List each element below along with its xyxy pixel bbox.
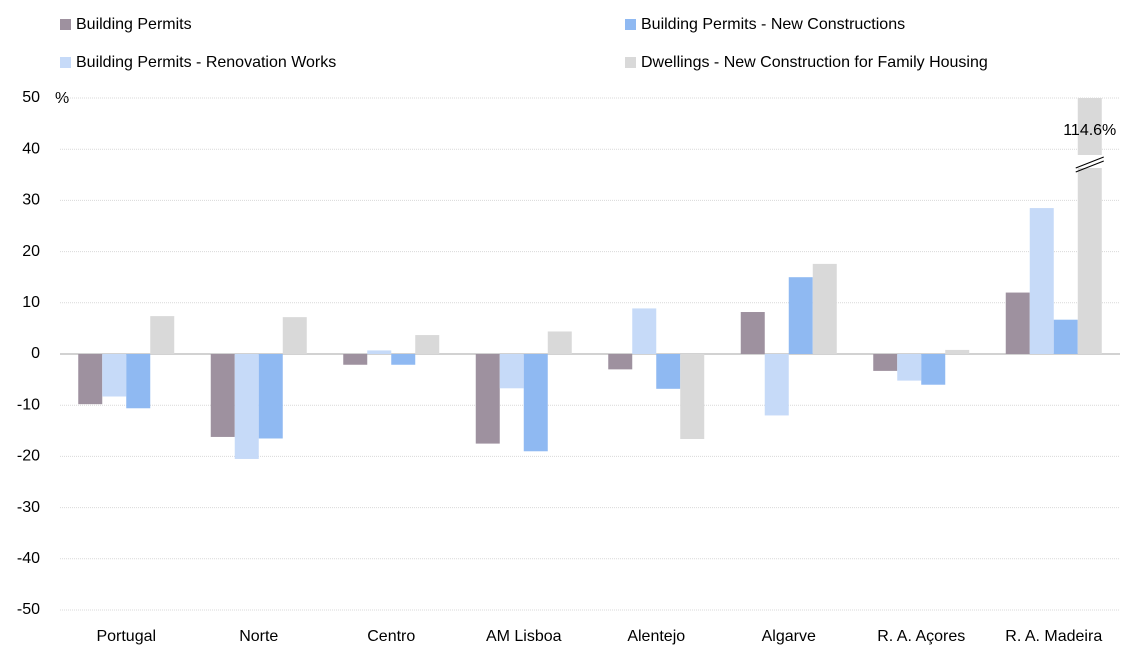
bar: [1077, 98, 1102, 355]
y-axis-unit: %: [55, 90, 69, 107]
bar: [788, 277, 813, 354]
y-tick-label: 0: [31, 345, 40, 362]
bar: [1005, 292, 1030, 354]
bar: [897, 354, 922, 381]
y-tick-label: 30: [22, 192, 40, 209]
axis-break: [1075, 160, 1104, 173]
bar: [921, 354, 946, 385]
y-tick-label: -50: [17, 601, 40, 618]
bar: [343, 354, 368, 365]
legend-label: Building Permits - New Constructions: [641, 16, 905, 33]
axis-break: [1075, 156, 1104, 169]
bar: [415, 335, 440, 354]
y-tick-label: 20: [22, 243, 40, 260]
y-tick-label: 40: [22, 140, 40, 157]
y-tick-label: 50: [22, 89, 40, 106]
bar: [210, 354, 235, 437]
bar: [150, 316, 175, 354]
bar: [499, 354, 524, 389]
legend-label: Dwellings - New Construction for Family …: [641, 54, 988, 71]
y-tick-label: -40: [17, 550, 40, 567]
bar: [475, 354, 500, 444]
bar: [656, 354, 681, 389]
legend-swatch: [60, 57, 71, 68]
bar: [873, 354, 898, 371]
legend-label: Building Permits: [76, 16, 192, 33]
bar: [945, 349, 970, 354]
bar: [102, 354, 127, 397]
x-tick-label: R. A. Açores: [877, 628, 965, 645]
bar: [608, 354, 633, 370]
x-tick-label: Algarve: [762, 628, 816, 645]
x-tick-label: Portugal: [96, 628, 156, 645]
bar: [258, 354, 283, 439]
y-tick-label: -20: [17, 448, 40, 465]
bar: [812, 263, 837, 354]
y-tick-label: -10: [17, 396, 40, 413]
legend-label: Building Permits - Renovation Works: [76, 54, 336, 71]
bar: [740, 312, 765, 354]
x-tick-label: Norte: [239, 628, 278, 645]
y-tick-label: -30: [17, 499, 40, 516]
x-tick-label: Alentejo: [627, 628, 685, 645]
bar: [391, 354, 416, 365]
y-tick-label: 10: [22, 294, 40, 311]
bar: [523, 354, 548, 452]
bar: [367, 350, 392, 354]
bar: [1053, 319, 1078, 354]
bar: [680, 354, 705, 439]
legend-swatch: [625, 19, 636, 30]
data-label: 114.6%: [1063, 122, 1116, 139]
bar: [282, 317, 307, 354]
plot-bars: [78, 98, 1102, 459]
bar: [547, 331, 572, 354]
bar: [234, 354, 259, 459]
x-tick-label: R. A. Madeira: [1005, 628, 1102, 645]
axis-break-gap: [1073, 155, 1106, 168]
x-tick-label: Centro: [367, 628, 415, 645]
x-tick-label: AM Lisboa: [486, 628, 562, 645]
legend-swatch: [625, 57, 636, 68]
legend-swatch: [60, 19, 71, 30]
bar: [632, 308, 657, 354]
bar: [764, 354, 789, 416]
bar: [78, 354, 103, 405]
bar: [126, 354, 151, 409]
bar: [1029, 208, 1054, 354]
